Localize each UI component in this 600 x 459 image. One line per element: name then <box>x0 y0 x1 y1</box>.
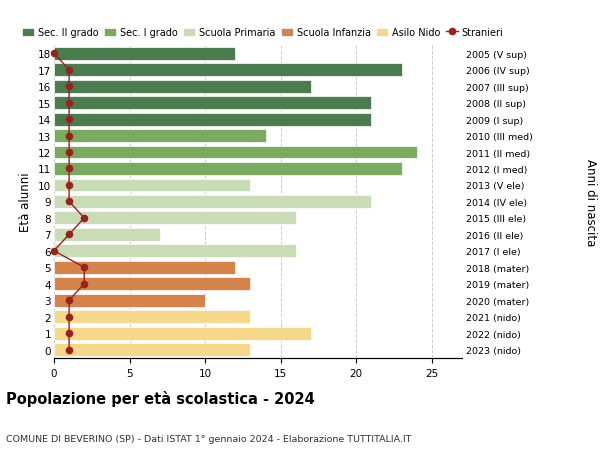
Point <box>64 100 74 107</box>
Point <box>64 346 74 353</box>
Point <box>49 50 59 58</box>
Text: Popolazione per età scolastica - 2024: Popolazione per età scolastica - 2024 <box>6 390 315 406</box>
Point <box>79 215 89 222</box>
Bar <box>54 229 160 241</box>
Point <box>79 280 89 288</box>
Bar <box>54 278 250 291</box>
Legend: Sec. II grado, Sec. I grado, Scuola Primaria, Scuola Infanzia, Asilo Nido, Stran: Sec. II grado, Sec. I grado, Scuola Prim… <box>22 28 503 38</box>
Point <box>64 297 74 304</box>
Point <box>64 182 74 189</box>
Point <box>64 116 74 123</box>
Bar <box>54 113 371 126</box>
Bar <box>54 327 311 340</box>
Bar <box>54 245 296 257</box>
Y-axis label: Età alunni: Età alunni <box>19 172 32 232</box>
Point <box>64 231 74 239</box>
Point <box>64 149 74 157</box>
Point <box>64 83 74 90</box>
Bar <box>54 97 371 110</box>
Point <box>64 330 74 337</box>
Bar <box>54 48 235 61</box>
Text: Anni di nascita: Anni di nascita <box>584 158 597 246</box>
Point <box>49 247 59 255</box>
Bar <box>54 294 205 307</box>
Point <box>79 264 89 271</box>
Bar <box>54 130 266 143</box>
Point <box>64 198 74 206</box>
Bar <box>54 162 401 175</box>
Bar <box>54 311 250 323</box>
Point <box>64 313 74 321</box>
Bar <box>54 212 296 225</box>
Bar <box>54 64 401 77</box>
Bar <box>54 343 250 356</box>
Point <box>64 165 74 173</box>
Bar <box>54 196 371 208</box>
Bar <box>54 179 250 192</box>
Bar <box>54 146 416 159</box>
Point <box>64 133 74 140</box>
Point <box>64 67 74 74</box>
Bar <box>54 81 311 93</box>
Bar <box>54 261 235 274</box>
Text: COMUNE DI BEVERINO (SP) - Dati ISTAT 1° gennaio 2024 - Elaborazione TUTTITALIA.I: COMUNE DI BEVERINO (SP) - Dati ISTAT 1° … <box>6 434 412 443</box>
